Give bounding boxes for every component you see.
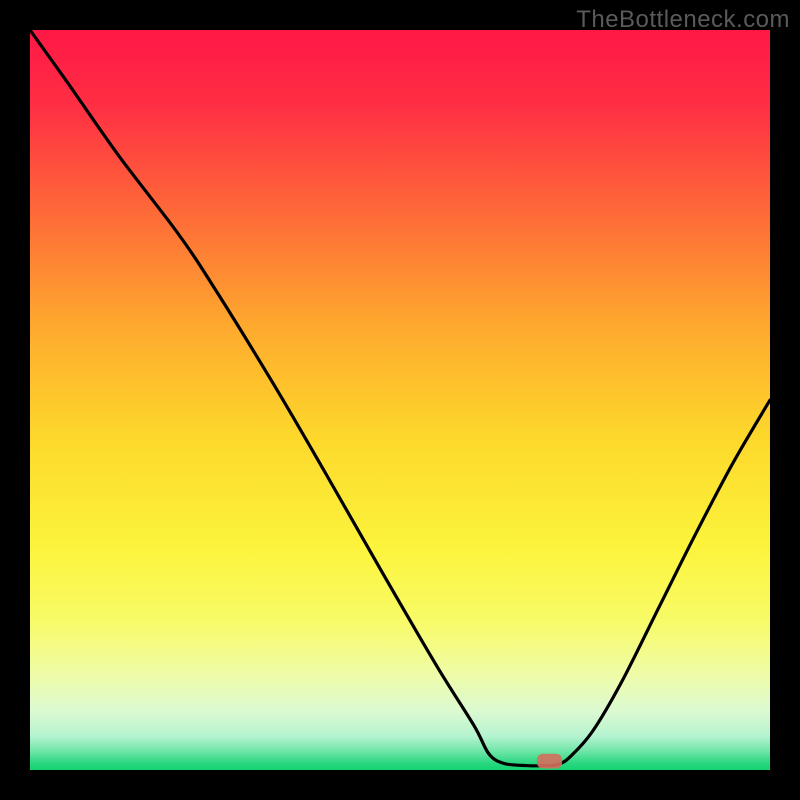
watermark-text: TheBottleneck.com [576, 6, 790, 34]
chart-container: TheBottleneck.com [0, 0, 800, 800]
bottleneck-chart-svg [0, 0, 800, 800]
optimal-point-marker [537, 754, 562, 769]
plot-background-gradient [30, 30, 770, 770]
